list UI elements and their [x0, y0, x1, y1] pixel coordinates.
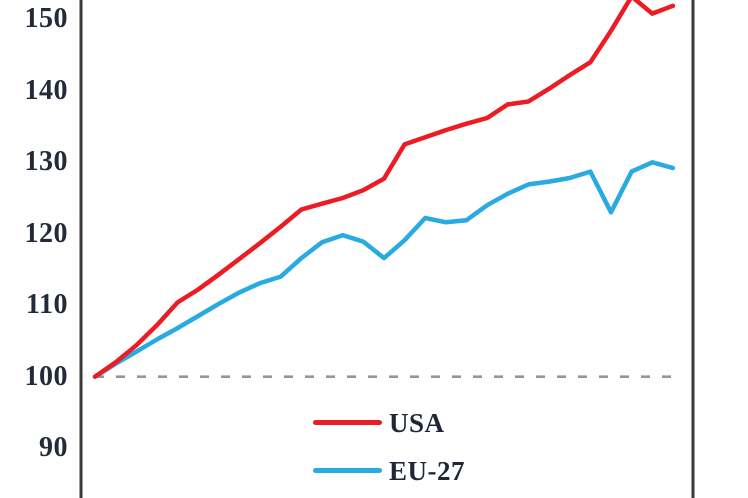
legend-label-usa: USA — [389, 408, 445, 438]
y-axis-tick-label: 110 — [26, 289, 68, 321]
legend-label-eu27: EU-27 — [389, 456, 465, 486]
usa-line-swatch — [313, 420, 382, 425]
y-axis-tick-label: 150 — [24, 3, 68, 35]
usa-series-line — [92, 0, 676, 379]
y-axis-tick-label: 130 — [24, 146, 68, 178]
y-axis-tick-label: 100 — [24, 360, 68, 392]
y-axis-tick-label: 140 — [24, 74, 68, 106]
eu27-series-line — [92, 160, 676, 379]
y-axis-tick-label: 120 — [24, 217, 68, 249]
eu27-line-swatch — [313, 468, 382, 473]
y-axis-tick-label: 90 — [39, 432, 68, 464]
